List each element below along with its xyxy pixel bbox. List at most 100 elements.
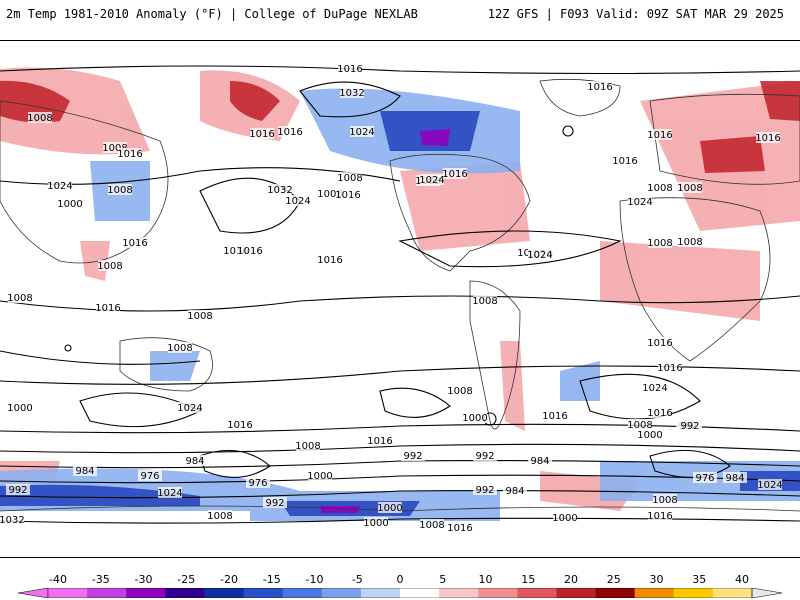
isobar-label-bg: [628, 419, 652, 430]
isobar-label-bg: [158, 487, 182, 498]
isobar-label-bg: [543, 410, 567, 421]
isobar-label: 1016: [442, 169, 467, 180]
isobar-label-bg: [278, 126, 302, 137]
isobar-label: 1016: [335, 190, 360, 201]
isobar-label-bg: [643, 382, 667, 393]
colorbar-segment: [400, 588, 440, 598]
colorbar-scale: [17, 588, 783, 598]
colorbar-tick-label: 15: [521, 573, 536, 586]
colorbar-segment: [282, 588, 323, 598]
isobar-label-bg: [0, 514, 24, 525]
isobar-label: 976: [140, 471, 159, 482]
colorbar-tick-label: 30: [649, 573, 664, 586]
isobar-label-bg: [658, 362, 682, 373]
colorbar-tick-label: 0: [396, 573, 404, 586]
colorbar-segment: [673, 588, 714, 598]
isobar-label: 1008: [419, 520, 444, 531]
isobar-label-bg: [678, 236, 702, 247]
isobar-label: 1008: [167, 343, 192, 354]
isobar-label: 1016: [647, 130, 672, 141]
isobar-label-bg: [588, 81, 612, 92]
isobar-label: 1016: [755, 133, 780, 144]
colorbar-segment: [517, 588, 557, 598]
isobar-label: 1016: [249, 129, 274, 140]
colorbar: -40 -35 -30 -25 -20 -15 -10 -5 0 5 10 15 20 25 30 35 40: [0, 570, 800, 600]
isobar-label-bg: [756, 132, 780, 143]
isobar-label: 1016: [657, 363, 682, 374]
isobar-label-bg: [108, 184, 132, 195]
isobar-label-bg: [98, 260, 122, 271]
isobar-label: 1032: [0, 515, 25, 526]
warm-strong-anomaly-layer: [0, 80, 800, 173]
colorbar-segment: [478, 588, 518, 598]
isobar-label-bg: [338, 172, 362, 183]
isobar-label: 984: [725, 473, 744, 484]
isobar-label: 1008: [102, 143, 127, 154]
isobar-label: 1016: [122, 238, 147, 249]
colorbar-segment: [595, 588, 636, 598]
colorbar-segment: [204, 588, 245, 598]
colorbar-tick-label: 40: [735, 573, 749, 586]
isobar-label: 1008: [97, 261, 122, 272]
isobar-label: 1008: [187, 311, 212, 322]
isobar-label: 1016: [542, 411, 567, 422]
isobar-label-bg: [648, 237, 672, 248]
isobar-label: 1016: [277, 127, 302, 138]
isobar-label: 1000: [377, 503, 402, 514]
isobar-label: 984: [75, 466, 94, 477]
isobar-label-bg: [503, 485, 527, 496]
isobar-label: 1024: [285, 196, 310, 207]
isobar-label-bg: [678, 182, 702, 193]
isobar-label: 1008: [337, 173, 362, 184]
isobar-label: 1016: [647, 338, 672, 349]
isobar-label: 992: [475, 451, 494, 462]
isobar-label-bg: [463, 412, 487, 423]
isobar-label-bg: [340, 87, 364, 98]
isobar-label: 1008: [647, 183, 672, 194]
colorbar-tick-label: 5: [439, 573, 447, 586]
isobar-label: 1024: [757, 480, 782, 491]
isobar-label: 1016: [95, 303, 120, 314]
isobar-label: 1016: [587, 82, 612, 93]
isobar-label-bg: [28, 112, 52, 123]
isobar-label-bg: [286, 195, 310, 206]
isobar-label: 1024: [642, 383, 667, 394]
isobar-label-bg: [443, 168, 467, 179]
isobar-label-bg: [473, 450, 497, 461]
isobar-label-bg: [678, 420, 702, 431]
isobar-label-bg: [8, 402, 32, 413]
isobar-label-bg: [368, 435, 392, 446]
isobar-label-bg: [336, 189, 360, 200]
colorbar-segment: [126, 588, 166, 598]
isobar-contours: [0, 65, 800, 524]
colorbar-segment: [165, 588, 205, 598]
isobar-label: 1008: [7, 293, 32, 304]
isobar-label-bg: [653, 494, 677, 505]
colorbar-tick-label: 25: [606, 573, 621, 586]
colorbar-segment: [712, 588, 753, 598]
isobar-label-bg: [648, 129, 672, 140]
isobar-label-bg: [58, 198, 82, 209]
isobar-label-bg: [224, 245, 248, 256]
colorbar-tick-label: 10: [478, 573, 493, 586]
colorbar-outline: [47, 588, 753, 598]
isobar-label: 984: [185, 456, 204, 467]
colorbar-segment: [321, 588, 362, 598]
isobar-label: 1008: [652, 495, 677, 506]
isobar-label-bg: [420, 519, 444, 530]
isobar-label: 1016: [647, 511, 672, 522]
cold-extreme-anomaly-layer: [320, 129, 450, 513]
isobar-label: 1000: [57, 199, 82, 210]
isobar-label: 1008: [317, 189, 342, 200]
colorbar-tick-label: 35: [692, 573, 707, 586]
isobar-label: 1008: [207, 511, 232, 522]
isobar-label-bg: [296, 440, 320, 451]
isobar-label-bg: [238, 245, 262, 256]
isobar-label: 1024: [349, 127, 374, 138]
isobar-label: 1016: [223, 246, 248, 257]
header: 2m Temp 1981-2010 Anomaly (°F) | College…: [0, 0, 800, 30]
isobar-label: 1000: [462, 413, 487, 424]
coastlines: [0, 78, 800, 512]
isobar-label: 1008: [27, 113, 52, 124]
isobar-label: 1008: [627, 420, 652, 431]
